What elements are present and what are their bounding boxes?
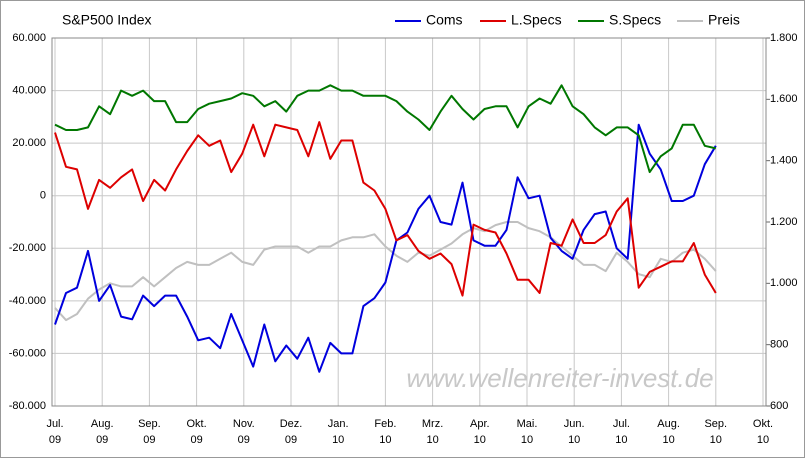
x-tick-label: Jul. [613, 418, 630, 430]
x-tick-label: 09 [143, 434, 155, 446]
x-tick-label: 09 [238, 434, 250, 446]
x-tick-label: Okt. [187, 418, 207, 430]
y2-tick-label: 600 [770, 400, 788, 412]
y-tick-label: -40.000 [9, 295, 46, 307]
x-tick-label: 10 [332, 434, 344, 446]
y-tick-label: 60.000 [12, 32, 46, 44]
x-tick-label: Okt. [753, 418, 773, 430]
chart-title: S&P500 Index [62, 12, 152, 28]
x-tick-label: Mai. [517, 418, 538, 430]
x-tick-label: Jul. [46, 418, 63, 430]
x-tick-label: Nov. [233, 418, 255, 430]
y-tick-label: -20.000 [9, 242, 46, 254]
x-tick-label: 09 [49, 434, 61, 446]
y-tick-label: -80.000 [9, 400, 46, 412]
x-tick-label: Apr. [470, 418, 490, 430]
y-tick-label: 40.000 [12, 84, 46, 96]
series-line [54, 121, 717, 297]
y2-tick-label: 1.600 [770, 93, 798, 105]
x-tick-label: Jan. [328, 418, 349, 430]
x-tick-label: Mrz. [422, 418, 443, 430]
y-tick-label: 0 [40, 190, 46, 202]
legend-label: Preis [708, 12, 740, 28]
y2-tick-label: 1.200 [770, 216, 798, 228]
x-tick-label: Jun. [564, 418, 585, 430]
x-tick-label: 10 [474, 434, 486, 446]
y-tick-label: 20.000 [12, 137, 46, 149]
y-tick-label: -60.000 [9, 347, 46, 359]
legend-label: Coms [426, 12, 463, 28]
x-tick-label: Aug. [657, 418, 680, 430]
x-tick-label: 09 [190, 434, 202, 446]
y2-tick-label: 1.400 [770, 155, 798, 167]
y2-tick-label: 1.000 [770, 277, 798, 289]
watermark: www.wellenreiter-invest.de [406, 363, 713, 393]
series-line [54, 84, 717, 174]
y2-tick-label: 1.800 [770, 32, 798, 44]
x-tick-label: 10 [568, 434, 580, 446]
x-tick-label: Dez. [280, 418, 303, 430]
x-tick-label: 09 [285, 434, 297, 446]
x-tick-label: Aug. [91, 418, 114, 430]
legend-label: L.Specs [511, 12, 562, 28]
x-tick-label: Sep. [704, 418, 727, 430]
x-tick-label: Feb. [374, 418, 396, 430]
series-line [54, 221, 717, 322]
x-tick-label: 10 [710, 434, 722, 446]
x-tick-label: 10 [379, 434, 391, 446]
x-tick-label: 10 [757, 434, 769, 446]
x-tick-label: 10 [662, 434, 674, 446]
series-line [54, 123, 717, 373]
plot-border [51, 37, 767, 407]
legend-label: S.Specs [609, 12, 661, 28]
x-tick-label: 10 [615, 434, 627, 446]
y2-tick-label: 800 [770, 339, 788, 351]
x-tick-label: 09 [96, 434, 108, 446]
x-tick-label: 10 [521, 434, 533, 446]
x-tick-label: Sep. [138, 418, 161, 430]
x-tick-label: 10 [426, 434, 438, 446]
plot-area [52, 38, 766, 406]
